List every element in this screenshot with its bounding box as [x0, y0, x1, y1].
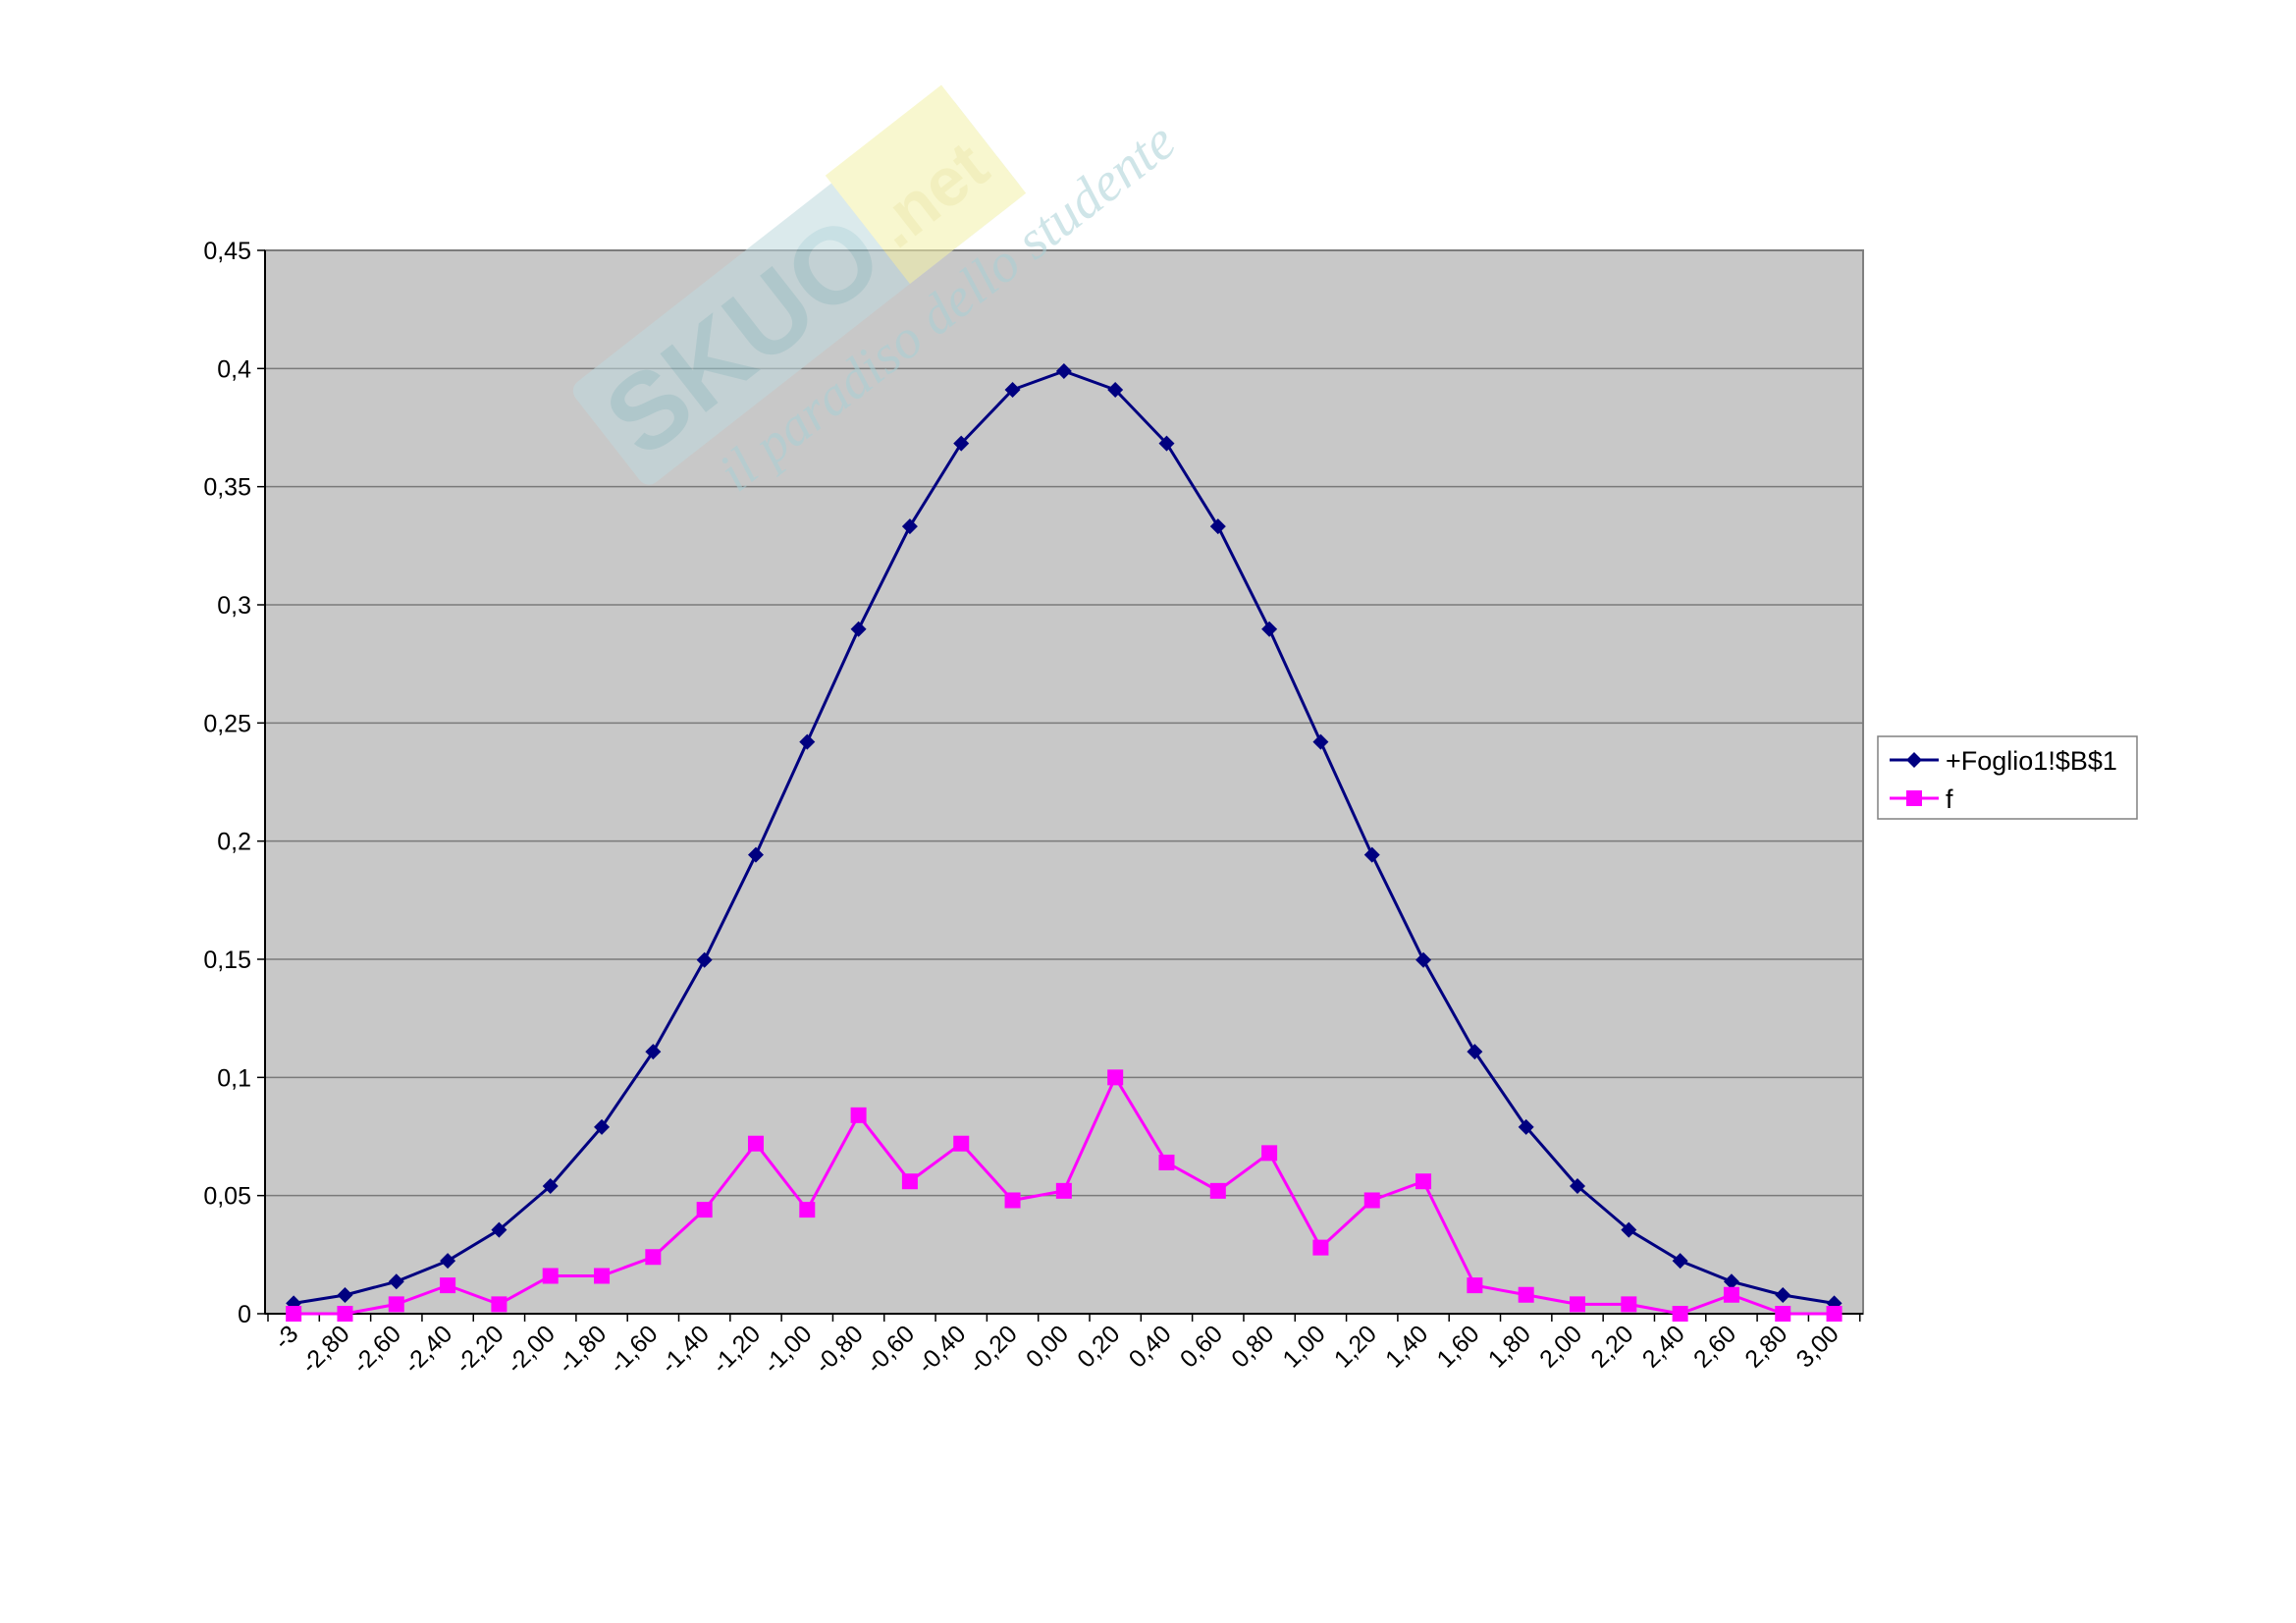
data-point-diamond: [440, 1253, 456, 1270]
y-tick-label: 0,45: [203, 238, 251, 265]
data-point-square: [696, 1202, 713, 1218]
data-point-diamond: [696, 951, 713, 968]
data-point-square: [1723, 1286, 1739, 1303]
y-tick-label: 0,4: [217, 355, 251, 383]
data-point-diamond: [645, 1044, 662, 1060]
data-point-diamond: [1312, 733, 1329, 750]
data-point-diamond: [1261, 621, 1278, 637]
data-point-diamond: [1569, 1178, 1585, 1195]
data-point-diamond: [747, 846, 764, 863]
data-point-square: [953, 1135, 970, 1152]
legend-item-series-1: +Foglio1!$B$1: [1890, 746, 2117, 776]
data-point-diamond: [337, 1286, 353, 1303]
data-point-diamond: [850, 621, 867, 637]
gridlines: [265, 249, 1863, 1197]
data-point-diamond: [1107, 381, 1124, 398]
data-point-diamond: [594, 1118, 611, 1135]
data-point-diamond: [1055, 362, 1072, 379]
y-tick-label: 0,3: [217, 592, 251, 620]
legend-label-series-1: +Foglio1!$B$1: [1946, 746, 2117, 776]
data-point-square: [1518, 1286, 1534, 1303]
y-tick-label: 0,35: [203, 474, 251, 502]
data-point-square: [1209, 1182, 1226, 1199]
data-point-square: [1621, 1296, 1637, 1313]
data-point-square: [1004, 1192, 1021, 1209]
y-tick-label: 0,05: [203, 1183, 251, 1211]
series-1: [286, 362, 1842, 1312]
y-tick-label: 0,2: [217, 829, 251, 856]
data-point-square: [1826, 1306, 1842, 1322]
data-point-square: [901, 1173, 918, 1190]
data-point-square: [491, 1296, 507, 1313]
data-point-diamond: [1775, 1286, 1791, 1303]
data-point-diamond: [1158, 435, 1175, 452]
y-tick-label: 0,25: [203, 710, 251, 737]
data-point-diamond: [1004, 381, 1021, 398]
data-point-diamond: [1621, 1221, 1637, 1238]
data-point-square: [1261, 1145, 1278, 1162]
data-point-diamond: [1363, 846, 1380, 863]
data-point-square: [337, 1306, 353, 1322]
data-point-square: [1107, 1069, 1124, 1086]
data-point-diamond: [799, 733, 816, 750]
y-axis: 0 0,05 0,1 0,15 0,2 0,25 0,3 0,35 0,4 0,45: [203, 238, 266, 1328]
data-point-square: [1467, 1277, 1483, 1294]
y-tick-label: 0: [238, 1301, 251, 1328]
data-point-diamond: [901, 518, 918, 535]
data-point-diamond: [1723, 1273, 1739, 1290]
y-tick-label: 0,15: [203, 947, 251, 974]
data-point-square: [1569, 1296, 1585, 1313]
data-point-diamond: [542, 1178, 559, 1195]
data-point-diamond: [388, 1273, 404, 1290]
data-point-square: [542, 1268, 559, 1284]
data-point-square: [1158, 1154, 1175, 1170]
data-point-square: [440, 1277, 456, 1294]
data-point-square: [747, 1135, 764, 1152]
data-point-diamond: [1415, 951, 1432, 968]
legend-marker-square: [1906, 790, 1922, 806]
watermark-net-tag: [825, 84, 1027, 285]
data-point-square: [1363, 1192, 1380, 1209]
series-2: [286, 1069, 1842, 1322]
data-point-square: [1775, 1306, 1791, 1322]
data-point-square: [1312, 1239, 1329, 1256]
legend: +Foglio1!$B$1 f: [1877, 735, 2138, 820]
legend-marker-diamond: [1906, 752, 1922, 768]
legend-item-series-2: f: [1890, 784, 1953, 814]
series-layer: [286, 362, 1842, 1322]
data-point-diamond: [1518, 1118, 1534, 1135]
data-point-square: [1055, 1182, 1072, 1199]
data-point-diamond: [491, 1221, 507, 1238]
plot-area: [264, 249, 1864, 1315]
data-point-diamond: [1672, 1253, 1688, 1270]
data-point-diamond: [1467, 1044, 1483, 1060]
data-point-square: [799, 1202, 816, 1218]
data-point-square: [645, 1249, 662, 1266]
legend-label-series-2: f: [1946, 784, 1953, 814]
data-point-diamond: [953, 435, 970, 452]
data-point-diamond: [1209, 518, 1226, 535]
data-point-square: [1672, 1306, 1688, 1322]
data-point-square: [594, 1268, 611, 1284]
data-point-square: [1415, 1173, 1432, 1190]
data-point-square: [850, 1107, 867, 1123]
data-point-square: [286, 1306, 302, 1322]
y-tick-label: 0,1: [217, 1064, 251, 1092]
data-point-square: [388, 1296, 404, 1313]
